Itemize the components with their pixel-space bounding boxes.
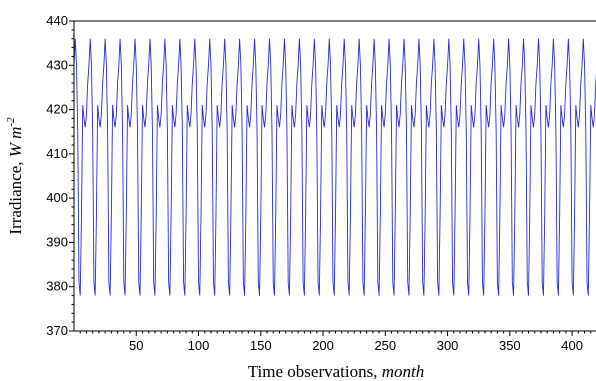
y-axis-title: Irradiance, W m-2 [5, 117, 25, 235]
y-tick-label: 400 [46, 190, 68, 205]
y-axis-title-unit: W m [6, 127, 25, 158]
x-tick-label: 100 [188, 338, 210, 353]
y-tick-label: 440 [46, 13, 68, 28]
x-axis-title-unit: month [382, 362, 425, 381]
y-tick-label: 410 [46, 146, 68, 161]
x-axis-title-text: Time observations, [248, 362, 382, 381]
y-tick-label: 370 [46, 323, 68, 338]
y-tick-label: 380 [46, 279, 68, 294]
x-axis: 50 100 150 200 250 300 350 400 [79, 331, 592, 353]
x-tick-label: 50 [129, 338, 143, 353]
x-tick-label: 300 [437, 338, 459, 353]
x-tick-label: 350 [499, 338, 521, 353]
x-tick-label: 250 [374, 338, 396, 353]
y-axis-title-text: Irradiance, [6, 157, 25, 234]
irradiance-series-line [74, 38, 596, 296]
x-tick-label: 150 [250, 338, 272, 353]
x-tick-label: 200 [312, 338, 334, 353]
x-tick-label: 400 [561, 338, 583, 353]
x-axis-title: Time observations, month [248, 362, 424, 381]
y-tick-label: 390 [46, 234, 68, 249]
y-tick-label: 420 [46, 102, 68, 117]
y-axis: 370 380 390 400 410 420 430 440 [46, 13, 74, 338]
y-tick-label: 430 [46, 57, 68, 72]
y-axis-title-exponent: -2 [5, 117, 17, 127]
plot-frame [73, 20, 596, 332]
